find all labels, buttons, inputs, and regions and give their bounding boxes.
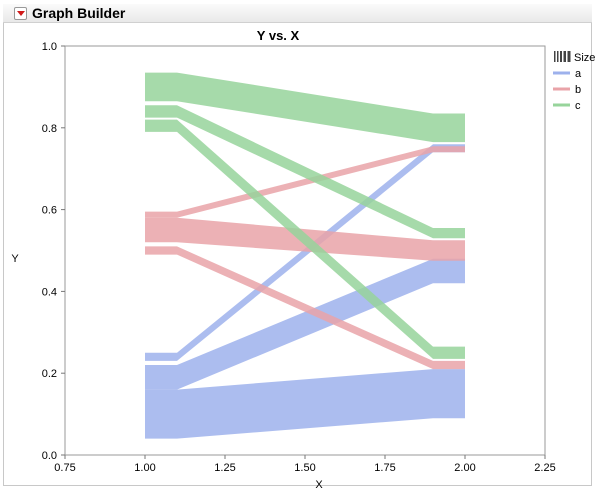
band-a-3: [145, 369, 465, 439]
band-c-3: [145, 119, 465, 359]
x-tick-label: 0.75: [54, 462, 75, 474]
band-c-1: [145, 72, 465, 143]
x-tick-label: 1.25: [214, 462, 235, 474]
band-c-2: [145, 105, 465, 239]
outline-header: [3, 4, 592, 23]
y-axis-label: Y: [11, 253, 19, 265]
window-title: Graph Builder: [32, 5, 126, 21]
band-b-1: [145, 146, 465, 218]
x-tick-label: 1.50: [294, 462, 315, 474]
y-tick-label: 0.6: [42, 205, 57, 217]
band-a-1: [145, 144, 465, 361]
size-legend-icon: [554, 51, 571, 62]
legend-label-c: c: [575, 100, 581, 112]
y-tick-label: 1.0: [42, 41, 57, 53]
x-tick-label: 2.00: [454, 462, 475, 474]
x-tick-label: 2.25: [534, 462, 555, 474]
band-b-3: [145, 246, 465, 370]
legend-size-label: Size: [574, 52, 595, 64]
y-tick-label: 0.8: [42, 123, 57, 135]
y-tick-label: 0.0: [42, 450, 57, 462]
chart-title: Y vs. X: [257, 28, 300, 43]
y-tick-label: 0.4: [42, 286, 57, 298]
x-axis-label: X: [315, 479, 323, 490]
legend-label-b: b: [575, 84, 581, 96]
legend-label-a: a: [575, 68, 582, 80]
red-triangle-menu-button[interactable]: [14, 7, 27, 20]
x-tick-label: 1.00: [134, 462, 155, 474]
x-tick-label: 1.75: [374, 462, 395, 474]
y-tick-label: 0.2: [42, 368, 57, 380]
red-triangle-icon: [16, 11, 25, 16]
band-a-2: [145, 258, 465, 390]
